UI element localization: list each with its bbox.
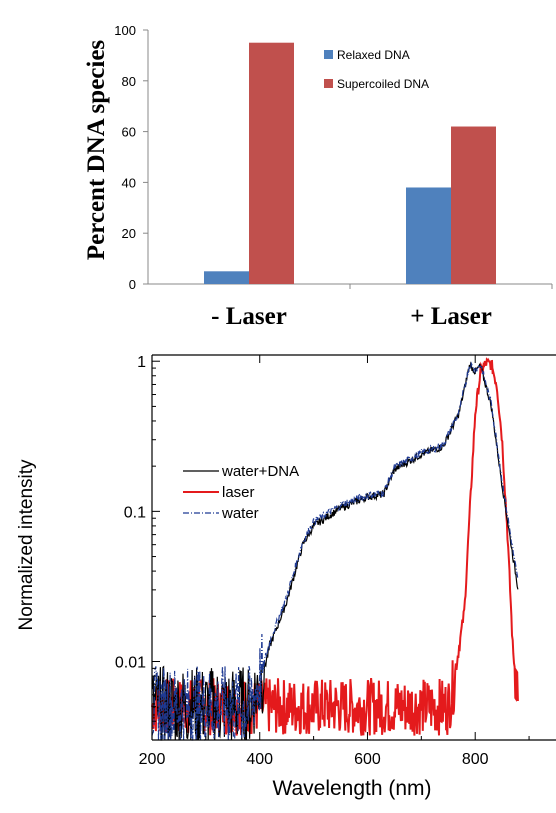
bar-y-ticks: 0 20 40 60 80 100 [114,23,148,292]
bar-category-label: - Laser [211,303,287,330]
line-ticks: 200 400 600 800 0.01 0.1 1 [115,354,530,768]
line-legend-label: water [221,505,259,522]
bar-y-tick-label: 100 [114,23,136,38]
y-tick-label: 0.1 [124,504,146,521]
line-series-water-dna [151,361,519,741]
bar-legend-swatch [324,79,333,88]
x-tick-label: 600 [354,751,381,768]
line-legend-label: water+DNA [221,463,299,480]
bar-y-tick-label: 80 [122,74,136,89]
bar [451,126,496,285]
bar-category-label: + Laser [410,303,492,330]
line-legend: water+DNA laser water [183,463,299,522]
bar-legend-swatch [324,50,333,59]
bar-y-tick-label: 40 [122,175,136,190]
y-tick-label: 0.01 [115,654,146,671]
bar-legend: Relaxed DNA Supercoiled DNA [324,48,429,91]
y-tick-label: 1 [137,354,146,371]
bar-y-tick-label: 0 [129,277,136,292]
bar-marks [204,42,496,285]
line-legend-label: laser [222,484,255,501]
x-tick-label: 800 [462,751,489,768]
bar-y-axis-label: Percent DNA species [83,40,110,261]
bar [204,271,249,284]
line-series-laser [151,357,519,736]
line-x-axis-label: Wavelength (nm) [272,777,431,800]
line-series-water [151,361,519,741]
bar-legend-label: Supercoiled DNA [337,77,429,91]
bar-y-tick-label: 60 [122,125,136,140]
bar-chart: Percent DNA species 0 20 40 60 80 100 - Laser… [83,23,553,330]
bar [249,42,294,285]
bar-category-labels: - Laser + Laser [211,284,553,330]
line-y-axis-label: Normalized intensity [16,459,37,631]
x-tick-label: 400 [246,751,273,768]
x-tick-label: 200 [139,751,166,768]
bar-y-tick-label: 20 [122,226,136,241]
bar-legend-label: Relaxed DNA [337,48,410,62]
line-series-group [151,357,519,741]
bar [406,187,451,284]
